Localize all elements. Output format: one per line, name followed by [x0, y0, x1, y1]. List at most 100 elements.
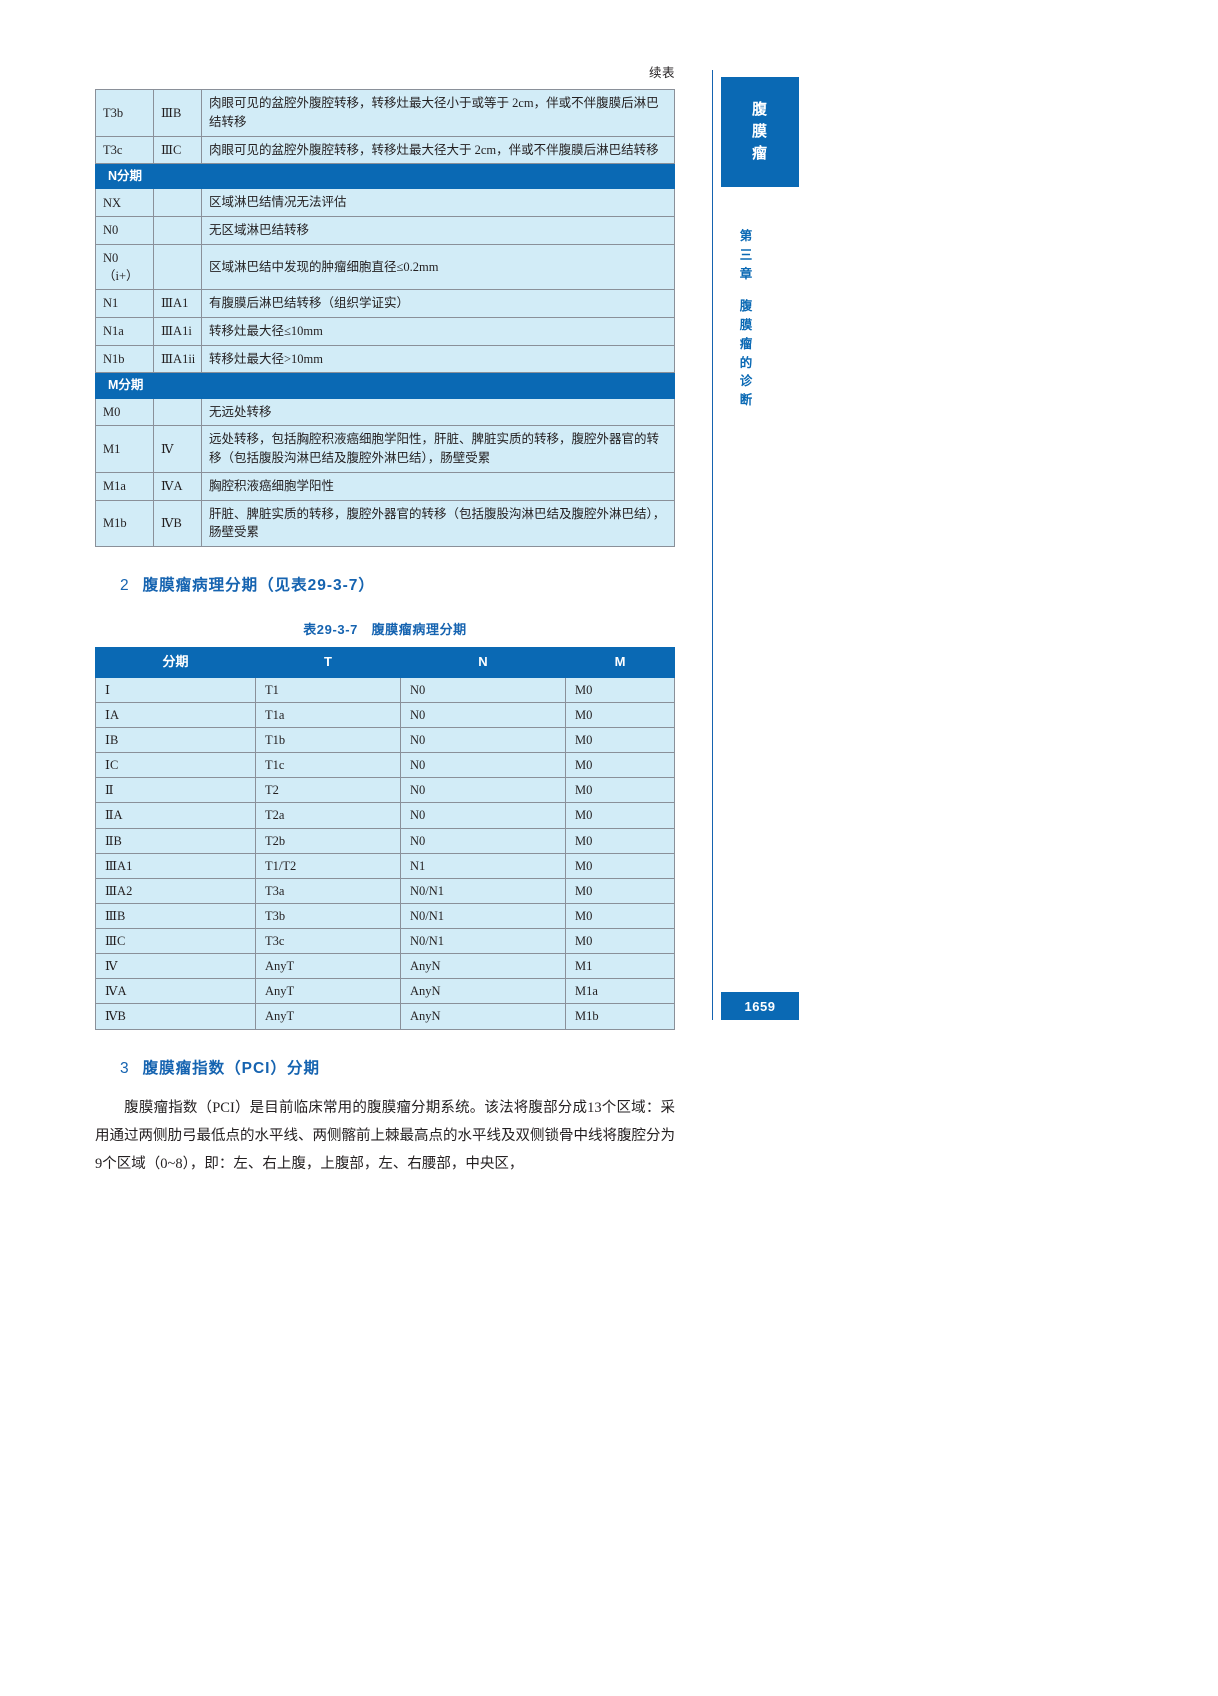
table-row: ⅠB T1b N0 M0	[95, 727, 675, 754]
tnm-description-cell: 区域淋巴结中发现的肿瘤细胞直径≤0.2mm	[201, 243, 675, 291]
rail-character: 瘤	[739, 336, 753, 351]
path-m-cell: M1a	[565, 978, 675, 1005]
tnm-code-cell: N1b	[95, 344, 154, 374]
table-row: ⅢC T3c N0/N1 M0	[95, 928, 675, 955]
rail-chapter-title: 腹膜瘤的诊断	[734, 297, 758, 410]
path-t-cell: T1	[255, 676, 401, 703]
table-row: ⅡB T2b N0 M0	[95, 827, 675, 854]
path-t-cell: AnyT	[255, 1003, 401, 1030]
tnm-stage-cell: ⅣB	[153, 499, 202, 547]
table-row: Ⅱ T2 N0 M0	[95, 777, 675, 804]
rail-character: 断	[739, 393, 753, 407]
tnm-description-cell: 肝脏、脾脏实质的转移，腹腔外器官的转移（包括腹股沟淋巴结及腹腔外淋巴结），肠壁受…	[201, 499, 675, 547]
tnm-description-cell: 转移灶最大径≤10mm	[201, 316, 675, 346]
path-t-cell: T3b	[255, 902, 401, 930]
tnm-description-cell: 无区域淋巴结转移	[201, 216, 675, 245]
section-3-number: 3	[120, 1059, 130, 1077]
table-row: T3c ⅢC 肉眼可见的盆腔外腹腔转移，转移灶最大径大于 2cm，伴或不伴腹膜后淋巴…	[95, 135, 675, 165]
tnm-section-band-filler	[153, 372, 202, 399]
path-m-cell: M0	[565, 701, 675, 729]
table-row: M1b ⅣB 肝脏、脾脏实质的转移，腹腔外器官的转移（包括腹股沟淋巴结及腹腔外淋巴结…	[95, 499, 675, 547]
path-n-cell: N0	[400, 752, 566, 779]
path-n-cell: N0	[400, 802, 566, 829]
path-n-cell: N0/N1	[400, 928, 566, 955]
rail-section-tab: 腹膜瘤	[721, 77, 799, 187]
path-stage-cell: Ⅳ	[95, 953, 256, 980]
path-table-caption: 表29-3-7 腹膜瘤病理分期	[303, 622, 467, 637]
table-row: ⅡA T2a N0 M0	[95, 802, 675, 829]
tnm-description-cell: 有腹膜后淋巴结转移（组织学证实）	[201, 289, 675, 318]
table-row: M1a ⅣA 胸腔积液癌细胞学阳性	[95, 471, 675, 501]
section-3-paragraph: 腹膜瘤指数（PCI）是目前临床常用的腹膜瘤分期系统。该法将腹部分成13个区域：采…	[95, 1094, 675, 1179]
path-m-cell: M0	[565, 676, 675, 703]
tnm-stage-cell	[153, 216, 202, 245]
tnm-code-cell: N1	[95, 289, 154, 318]
path-stage-cell: Ⅰ	[95, 676, 256, 703]
tnm-code-cell: M1b	[95, 499, 154, 547]
path-stage-cell: ⅣB	[95, 1003, 256, 1030]
path-m-cell: M0	[565, 877, 675, 904]
tnm-code-cell: M1a	[95, 471, 154, 501]
continued-table-label: 续表	[648, 66, 675, 80]
path-n-cell: N0	[400, 676, 566, 703]
tnm-description-cell: 肉眼可见的盆腔外腹腔转移，转移灶最大径大于 2cm，伴或不伴腹膜后淋巴结转移	[201, 135, 675, 165]
path-n-cell: N0	[400, 727, 566, 754]
tnm-table-body: T3b ⅢB 肉眼可见的盆腔外腹腔转移，转移灶最大径小于或等于 2cm，伴或不伴腹膜…	[95, 89, 675, 547]
tnm-section-band-filler	[201, 372, 675, 399]
tnm-description-cell: 胸腔积液癌细胞学阳性	[201, 471, 675, 501]
path-m-cell: M1	[565, 953, 675, 980]
table-row: N1 ⅢA1 有腹膜后淋巴结转移（组织学证实）	[95, 289, 675, 318]
path-t-cell: T2	[255, 777, 401, 804]
table-row: ⅢA2 T3a N0/N1 M0	[95, 877, 675, 904]
path-stage-cell: ⅢA1	[95, 852, 256, 879]
path-table-column-header: N	[400, 647, 566, 678]
rail-character: 腹	[751, 101, 768, 119]
tnm-code-cell: N1a	[95, 316, 154, 346]
table-row: M0 无远处转移	[95, 397, 675, 427]
path-stage-cell: ⅡB	[95, 827, 256, 854]
rail-character: 腹	[739, 299, 753, 314]
table-row: ⅢA1 T1/T2 N1 M0	[95, 852, 675, 879]
path-m-cell: M0	[565, 902, 675, 930]
tnm-stage-cell: ⅢA1	[153, 289, 202, 318]
path-t-cell: T1b	[255, 727, 401, 754]
path-t-cell: T1c	[255, 752, 401, 779]
path-m-cell: M0	[565, 752, 675, 779]
tnm-code-cell: M1	[95, 425, 154, 473]
tnm-stage-cell: Ⅳ	[153, 425, 202, 473]
path-stage-cell: ⅡA	[95, 802, 256, 829]
path-table-header-row: 分期 T N M	[95, 647, 675, 678]
tnm-code-cell: N0（i+）	[95, 243, 154, 291]
table-row: Ⅳ AnyT AnyN M1	[95, 953, 675, 980]
path-m-cell: M0	[565, 852, 675, 879]
rail-character: 膜	[751, 123, 768, 141]
path-n-cell: N1	[400, 852, 566, 879]
path-n-cell: N0	[400, 777, 566, 804]
section-3-title: 腹膜瘤指数（PCI）分期	[142, 1059, 320, 1077]
path-table-column-header: 分期	[95, 647, 256, 678]
path-t-cell: T3c	[255, 928, 401, 955]
table-row: ⅠA T1a N0 M0	[95, 701, 675, 729]
page-side-rail: 腹膜瘤 第三章 腹膜瘤的诊断 1659	[712, 62, 802, 1062]
tnm-classification-table: T3b ⅢB 肉眼可见的盆腔外腹腔转移，转移灶最大径小于或等于 2cm，伴或不伴腹膜…	[95, 89, 675, 547]
tnm-section-band-row: M分期	[95, 372, 675, 399]
tnm-stage-cell: ⅢA1ii	[153, 344, 202, 374]
path-stage-cell: ⅢA2	[95, 877, 256, 904]
path-m-cell: M0	[565, 928, 675, 955]
path-t-cell: T2a	[255, 802, 401, 829]
rail-character: 的	[739, 355, 753, 370]
path-stage-cell: Ⅱ	[95, 777, 256, 804]
table-row: ⅣA AnyT AnyN M1a	[95, 978, 675, 1005]
tnm-stage-cell	[153, 397, 202, 427]
path-stage-cell: ⅠA	[95, 701, 256, 729]
table-row: N0 无区域淋巴结转移	[95, 216, 675, 245]
section-2-number: 2	[120, 577, 130, 594]
rail-vertical-rule	[712, 70, 713, 1020]
path-stage-cell: ⅠB	[95, 727, 256, 754]
tnm-stage-cell	[153, 188, 202, 218]
table-row: ⅣB AnyT AnyN M1b	[95, 1003, 675, 1030]
tnm-stage-cell: ⅢC	[153, 135, 202, 165]
table-row: M1 Ⅳ 远处转移，包括胸腔积液癌细胞学阳性，肝脏、脾脏实质的转移，腹腔外器官的转移…	[95, 425, 675, 473]
tnm-code-cell: M0	[95, 397, 154, 427]
tnm-section-band-filler	[153, 163, 202, 190]
